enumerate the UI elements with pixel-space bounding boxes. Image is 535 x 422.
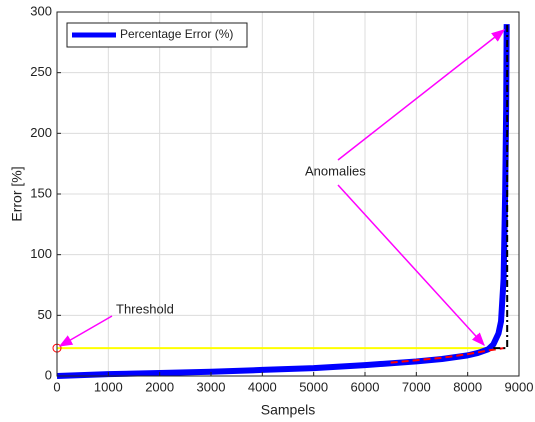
annotation: Threshold	[116, 301, 174, 316]
x-tick-label: 0	[53, 379, 60, 394]
arrow	[58, 315, 113, 347]
y-tick-label: 250	[30, 64, 52, 79]
y-tick-label: 150	[30, 185, 52, 200]
arrow	[337, 29, 506, 161]
x-tick-label: 8000	[453, 379, 482, 394]
y-tick-label: 300	[30, 3, 52, 18]
reference-line	[493, 24, 509, 350]
x-tick-label: 9000	[505, 379, 534, 394]
x-tick-label: 3000	[197, 379, 226, 394]
arrow	[337, 184, 485, 346]
y-tick-label: 0	[45, 367, 52, 382]
legend-label: Percentage Error (%)	[120, 27, 233, 41]
x-tick-label: 5000	[299, 379, 328, 394]
data-line	[56, 24, 510, 379]
reference-line	[390, 347, 504, 364]
x-tick-label: 2000	[145, 379, 174, 394]
legend: Percentage Error (%)	[66, 22, 248, 48]
x-tick-label: 4000	[248, 379, 277, 394]
y-tick-label: 100	[30, 246, 52, 261]
data	[52, 24, 510, 379]
y-tick-label: 200	[30, 125, 52, 140]
y-axis-label: Error [%]	[9, 166, 25, 221]
x-tick-label: 6000	[351, 379, 380, 394]
x-axis-label: Sampels	[261, 402, 315, 418]
annotation: Anomalies	[305, 163, 366, 178]
x-tick-label: 1000	[94, 379, 123, 394]
x-tick-label: 7000	[402, 379, 431, 394]
y-tick-label: 50	[38, 307, 52, 322]
